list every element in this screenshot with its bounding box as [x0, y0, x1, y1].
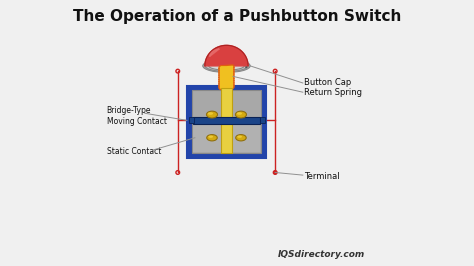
FancyBboxPatch shape [187, 86, 266, 158]
Text: Terminal: Terminal [304, 172, 340, 181]
Ellipse shape [237, 112, 242, 115]
Ellipse shape [236, 111, 246, 118]
Ellipse shape [203, 59, 250, 72]
Ellipse shape [209, 62, 244, 70]
Ellipse shape [208, 112, 213, 115]
Ellipse shape [237, 135, 242, 138]
Text: IQSdirectory.com: IQSdirectory.com [277, 250, 365, 259]
FancyBboxPatch shape [193, 117, 260, 152]
Ellipse shape [205, 60, 248, 72]
Text: The Operation of a Pushbutton Switch: The Operation of a Pushbutton Switch [73, 9, 401, 24]
Ellipse shape [207, 135, 217, 141]
FancyBboxPatch shape [189, 117, 194, 123]
FancyBboxPatch shape [193, 117, 260, 124]
Polygon shape [205, 45, 248, 66]
Ellipse shape [208, 135, 213, 138]
Text: Bridge-Type
Moving Contact: Bridge-Type Moving Contact [107, 106, 167, 126]
Ellipse shape [236, 135, 246, 141]
Text: Button Cap: Button Cap [304, 78, 351, 88]
Text: Return Spring: Return Spring [304, 88, 362, 97]
FancyBboxPatch shape [260, 117, 264, 123]
FancyBboxPatch shape [221, 88, 232, 153]
Circle shape [273, 171, 277, 174]
Polygon shape [210, 49, 219, 57]
Circle shape [245, 66, 247, 68]
FancyBboxPatch shape [191, 90, 261, 153]
Ellipse shape [207, 111, 218, 118]
Text: Static Contact: Static Contact [107, 147, 161, 156]
